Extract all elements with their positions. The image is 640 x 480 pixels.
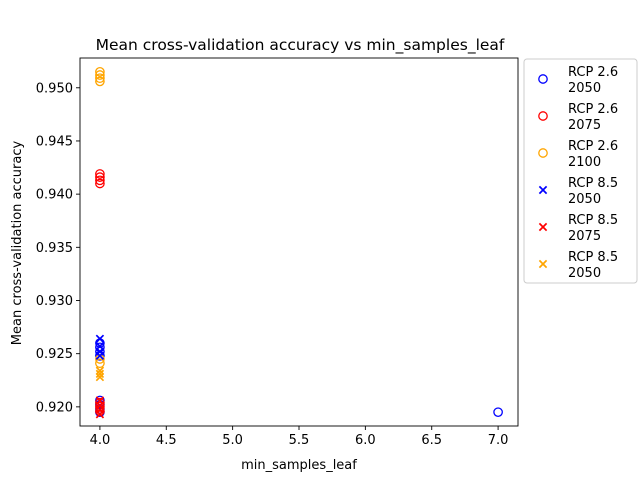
x-tick-label: 6.0 bbox=[355, 433, 376, 448]
data-point bbox=[493, 407, 503, 418]
legend-entry: RCP 8.5 2050 bbox=[538, 250, 618, 281]
x-tick-label: 5.0 bbox=[222, 433, 243, 448]
legend-label: RCP 2.6 2075 bbox=[568, 102, 618, 133]
data-point bbox=[95, 70, 105, 80]
x-tick-label: 4.0 bbox=[90, 433, 111, 448]
y-tick-label: 0.930 bbox=[36, 294, 73, 309]
legend-entry: RCP 8.5 2050 bbox=[538, 176, 618, 207]
x-marker-stroke bbox=[538, 185, 548, 195]
y-tick-label: 0.935 bbox=[36, 241, 73, 256]
y-tick-label: 0.950 bbox=[36, 81, 73, 96]
data-point bbox=[95, 358, 105, 369]
x-tick-label: 4.5 bbox=[156, 433, 177, 448]
data-point bbox=[95, 169, 105, 179]
y-tick-label: 0.945 bbox=[36, 134, 73, 149]
x-marker-stroke bbox=[95, 372, 105, 382]
legend-label: RCP 8.5 2050 bbox=[568, 250, 618, 281]
legend-entry: RCP 2.6 2050 bbox=[538, 65, 618, 96]
x-tick-label: 5.5 bbox=[289, 433, 310, 448]
y-axis: 0.920 0.925 0.930 0.935 0.940 0.945 0.950 bbox=[36, 81, 80, 415]
x-marker-stroke bbox=[95, 369, 105, 379]
data-point bbox=[95, 175, 105, 186]
x-tick-label: 6.5 bbox=[421, 433, 442, 448]
legend-label: RCP 2.6 2050 bbox=[568, 65, 618, 96]
legend-x-marker bbox=[538, 222, 548, 232]
legend-circle-marker bbox=[538, 74, 548, 84]
x-tick-label: 7.0 bbox=[488, 433, 509, 448]
x-marker-stroke bbox=[95, 351, 105, 361]
x-marker-stroke bbox=[95, 366, 105, 375]
data-point bbox=[95, 66, 105, 77]
y-tick-label: 0.920 bbox=[36, 400, 73, 415]
legend-entry: RCP 2.6 2075 bbox=[538, 102, 618, 133]
legend-entry: RCP 2.6 2100 bbox=[538, 139, 618, 170]
y-tick-label: 0.925 bbox=[36, 347, 73, 362]
x-axis-label: min_samples_leaf bbox=[241, 458, 357, 473]
x-marker-stroke bbox=[538, 222, 548, 232]
legend-x-marker bbox=[538, 185, 548, 195]
legend-x-marker bbox=[538, 259, 548, 269]
legend-entry: RCP 8.5 2075 bbox=[538, 213, 618, 244]
data-point bbox=[95, 369, 105, 379]
legend-circle-marker bbox=[538, 148, 548, 158]
legend-label: RCP 2.6 2100 bbox=[568, 139, 618, 170]
chart-title: Mean cross-validation accuracy vs min_sa… bbox=[96, 36, 505, 55]
y-axis-label: Mean cross-validation accuracy bbox=[10, 141, 25, 346]
data-point bbox=[95, 334, 105, 343]
data-point bbox=[95, 73, 105, 84]
legend-label: RCP 8.5 2075 bbox=[568, 213, 618, 244]
data-point bbox=[95, 76, 105, 87]
data-point bbox=[95, 366, 105, 375]
x-marker-stroke bbox=[95, 410, 105, 419]
data-point bbox=[95, 410, 105, 419]
data-point bbox=[95, 178, 105, 189]
data-point bbox=[95, 372, 105, 382]
legend-circle-marker bbox=[538, 111, 548, 121]
y-tick-label: 0.940 bbox=[36, 188, 73, 203]
data-point bbox=[95, 172, 105, 182]
legend-label: RCP 8.5 2050 bbox=[568, 176, 618, 207]
x-marker-stroke bbox=[538, 259, 548, 269]
x-marker-stroke bbox=[95, 334, 105, 343]
legend: RCP 2.6 2050 RCP 2.6 2075 RCP 2.6 2100 RCP 8.5… bbox=[523, 58, 638, 284]
legend-box bbox=[523, 58, 638, 284]
x-axis: 4.0 4.5 5.0 5.5 6.0 6.5 7.0 bbox=[90, 426, 509, 448]
data-point bbox=[95, 351, 105, 361]
